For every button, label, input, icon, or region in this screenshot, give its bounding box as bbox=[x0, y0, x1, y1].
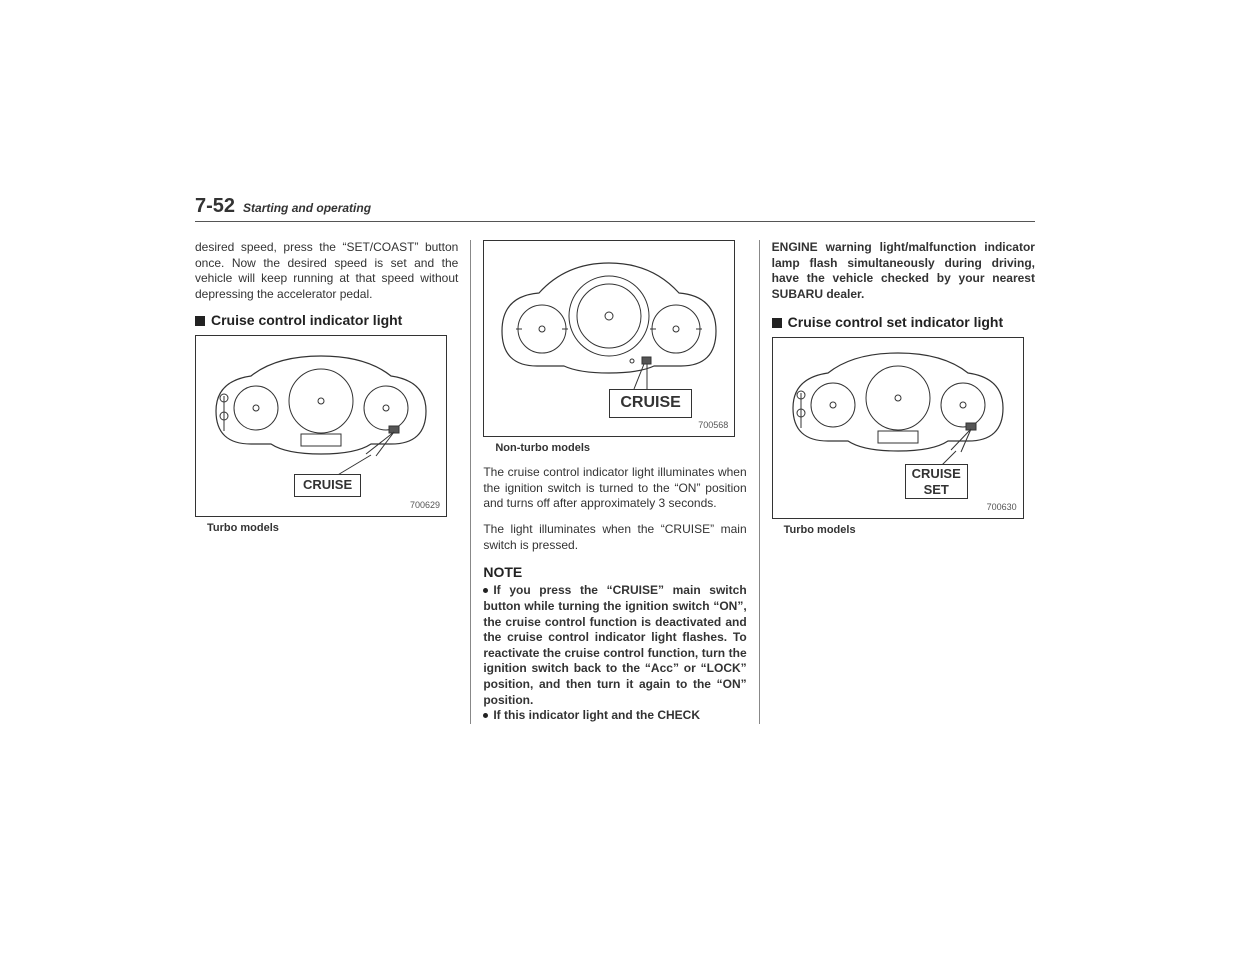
warning-continuation: ENGINE warning light/malfunction indicat… bbox=[772, 240, 1035, 302]
column-3: ENGINE warning light/malfunction indicat… bbox=[760, 240, 1035, 724]
intro-paragraph: desired speed, press the “SET/COAST” but… bbox=[195, 240, 458, 302]
figure-caption: Non-turbo models bbox=[495, 441, 746, 455]
figure-part-number: 700629 bbox=[410, 500, 440, 512]
column-1: desired speed, press the “SET/COAST” but… bbox=[195, 240, 471, 724]
figure-nonturbo-cruise: CRUISE 700568 bbox=[483, 240, 735, 437]
column-2: CRUISE 700568 Non-turbo models The cruis… bbox=[471, 240, 759, 724]
subheading-cruise-indicator: Cruise control indicator light bbox=[195, 312, 458, 329]
column-layout: desired speed, press the “SET/COAST” but… bbox=[195, 240, 1035, 724]
dashboard-turbo-set-icon bbox=[773, 338, 1023, 518]
callout-cruise-set: CRUISE SET bbox=[905, 464, 968, 499]
body-paragraph-1: The cruise control indicator light illum… bbox=[483, 465, 746, 512]
figure-turbo-cruise: CRUISE 700629 bbox=[195, 335, 447, 517]
bullet-icon bbox=[483, 588, 488, 593]
body-paragraph-2: The light illuminates when the “CRUISE” … bbox=[483, 522, 746, 553]
note-item-1: If you press the “CRUISE” main switch bu… bbox=[483, 583, 746, 708]
figure-part-number: 700630 bbox=[987, 502, 1017, 514]
callout-cruise: CRUISE bbox=[609, 389, 691, 418]
note-item-2: If this indicator light and the CHECK bbox=[483, 708, 746, 724]
note-heading: NOTE bbox=[483, 563, 746, 581]
figure-turbo-cruise-set: CRUISE SET 700630 bbox=[772, 337, 1024, 519]
figure-part-number: 700568 bbox=[698, 420, 728, 432]
section-title: Starting and operating bbox=[243, 201, 371, 215]
page-header: 7-52 Starting and operating bbox=[195, 195, 1035, 222]
square-bullet-icon bbox=[195, 316, 205, 326]
callout-line2: SET bbox=[912, 482, 961, 498]
figure-caption: Turbo models bbox=[784, 523, 1035, 537]
square-bullet-icon bbox=[772, 318, 782, 328]
subheading-text: Cruise control set indicator light bbox=[788, 314, 1003, 331]
figure-caption: Turbo models bbox=[207, 521, 458, 535]
page-content: 7-52 Starting and operating desired spee… bbox=[195, 195, 1035, 724]
callout-cruise: CRUISE bbox=[294, 474, 361, 497]
subheading-cruise-set: Cruise control set indicator light bbox=[772, 314, 1035, 331]
page-number: 7-52 bbox=[195, 195, 235, 218]
callout-line1: CRUISE bbox=[912, 466, 961, 482]
subheading-text: Cruise control indicator light bbox=[211, 312, 402, 329]
bullet-icon bbox=[483, 713, 488, 718]
